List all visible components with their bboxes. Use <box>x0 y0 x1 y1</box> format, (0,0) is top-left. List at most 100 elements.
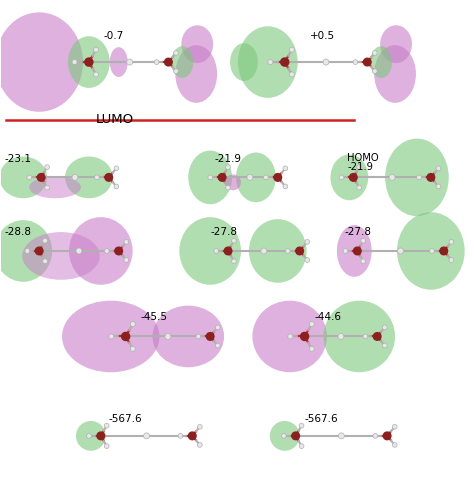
Ellipse shape <box>0 13 83 113</box>
Circle shape <box>449 240 454 245</box>
Circle shape <box>357 165 362 170</box>
Circle shape <box>198 443 202 447</box>
Circle shape <box>154 61 159 65</box>
Circle shape <box>219 174 226 182</box>
Circle shape <box>214 249 219 254</box>
Circle shape <box>164 59 172 67</box>
Circle shape <box>282 434 286 438</box>
Ellipse shape <box>110 48 128 78</box>
Circle shape <box>281 59 289 67</box>
Circle shape <box>215 344 220 348</box>
Circle shape <box>206 333 214 341</box>
Circle shape <box>383 344 387 348</box>
Circle shape <box>37 174 45 182</box>
Circle shape <box>196 334 201 339</box>
Circle shape <box>264 176 268 181</box>
Text: -27.8: -27.8 <box>210 226 237 237</box>
Circle shape <box>361 259 365 264</box>
Circle shape <box>383 432 391 440</box>
Text: +0.5: +0.5 <box>310 31 335 41</box>
Circle shape <box>283 184 288 189</box>
Circle shape <box>288 334 293 339</box>
Ellipse shape <box>337 225 372 277</box>
Text: -567.6: -567.6 <box>305 413 338 423</box>
Circle shape <box>398 248 403 254</box>
Ellipse shape <box>29 177 81 199</box>
Ellipse shape <box>230 44 258 82</box>
Ellipse shape <box>323 301 395 372</box>
Circle shape <box>114 184 118 189</box>
Circle shape <box>85 59 93 67</box>
Circle shape <box>299 424 304 428</box>
Circle shape <box>124 258 128 263</box>
Circle shape <box>189 432 196 440</box>
Circle shape <box>224 247 232 255</box>
Circle shape <box>130 322 135 327</box>
Circle shape <box>392 425 397 429</box>
Circle shape <box>357 186 362 191</box>
Circle shape <box>305 240 310 245</box>
Text: -45.5: -45.5 <box>141 311 168 321</box>
Ellipse shape <box>236 153 276 203</box>
Circle shape <box>285 249 290 254</box>
Ellipse shape <box>370 47 392 79</box>
Circle shape <box>232 259 237 264</box>
Circle shape <box>449 258 454 263</box>
Circle shape <box>115 247 122 255</box>
Circle shape <box>27 176 32 181</box>
Ellipse shape <box>397 213 465 290</box>
Circle shape <box>104 424 109 428</box>
Circle shape <box>76 248 82 254</box>
Circle shape <box>178 434 183 438</box>
Text: -567.6: -567.6 <box>109 413 142 423</box>
Circle shape <box>93 73 99 78</box>
Circle shape <box>45 186 49 191</box>
Circle shape <box>389 175 395 181</box>
Circle shape <box>353 61 358 65</box>
Circle shape <box>114 166 118 171</box>
Circle shape <box>72 61 77 65</box>
Text: HOMO: HOMO <box>347 152 379 162</box>
Ellipse shape <box>62 301 159 372</box>
Circle shape <box>339 176 344 181</box>
Circle shape <box>440 247 447 255</box>
Circle shape <box>127 60 133 66</box>
Circle shape <box>374 333 381 341</box>
Ellipse shape <box>172 47 193 79</box>
Text: -0.7: -0.7 <box>104 31 124 41</box>
Circle shape <box>268 61 273 65</box>
Circle shape <box>436 184 441 189</box>
Ellipse shape <box>68 37 110 89</box>
Text: -23.1: -23.1 <box>4 153 31 163</box>
Ellipse shape <box>374 46 416 103</box>
Circle shape <box>124 240 128 245</box>
Circle shape <box>94 176 99 181</box>
Circle shape <box>215 325 220 330</box>
Ellipse shape <box>380 26 412 64</box>
Text: -27.8: -27.8 <box>345 226 371 237</box>
Circle shape <box>383 325 387 330</box>
Ellipse shape <box>188 151 232 205</box>
Ellipse shape <box>0 157 47 199</box>
Circle shape <box>130 346 135 352</box>
Ellipse shape <box>249 220 307 283</box>
Circle shape <box>361 239 365 244</box>
Ellipse shape <box>69 218 133 285</box>
Circle shape <box>25 249 30 254</box>
Circle shape <box>36 247 43 255</box>
Circle shape <box>104 249 109 254</box>
Circle shape <box>144 433 149 439</box>
Circle shape <box>72 175 78 181</box>
Ellipse shape <box>225 175 241 191</box>
Circle shape <box>323 60 329 66</box>
Circle shape <box>301 333 309 341</box>
Circle shape <box>292 432 300 440</box>
Circle shape <box>232 239 237 244</box>
Circle shape <box>173 70 178 74</box>
Ellipse shape <box>238 27 298 99</box>
Text: -28.8: -28.8 <box>4 226 31 237</box>
Circle shape <box>261 248 267 254</box>
Circle shape <box>373 70 377 74</box>
Circle shape <box>436 166 441 171</box>
Circle shape <box>427 174 435 182</box>
